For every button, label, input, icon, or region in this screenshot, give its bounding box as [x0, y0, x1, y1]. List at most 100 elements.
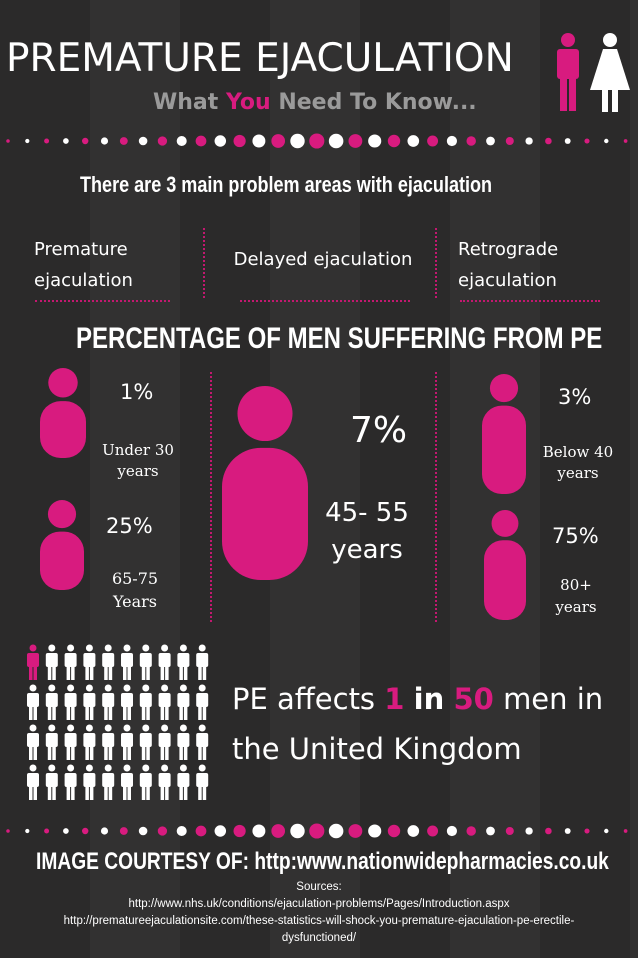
small-person: [198, 684, 206, 692]
small-person: [85, 706, 89, 720]
small-person: [123, 666, 127, 680]
small-person: [127, 746, 131, 760]
small-person: [196, 693, 209, 707]
small-person: [160, 706, 165, 720]
dot: [387, 824, 401, 838]
dot: [290, 133, 305, 149]
person-head: [47, 500, 77, 529]
sources: Sources: http://www.nhs.uk/conditions/ej…: [0, 879, 638, 947]
separator: [35, 300, 170, 302]
small-person: [165, 666, 169, 680]
small-person: [198, 764, 206, 772]
dot: [157, 136, 168, 146]
separator: [435, 228, 437, 298]
small-person: [71, 746, 75, 760]
pe-heading: PERCENTAGE OF MEN SUFFERING FROM PE: [76, 322, 603, 355]
dot: [25, 828, 30, 834]
stat-text: PE affects 1 in 50 men in the United Kin…: [232, 674, 632, 774]
small-person: [121, 733, 133, 747]
small-person: [108, 666, 113, 680]
small-person: [85, 786, 89, 800]
small-person: [33, 786, 37, 800]
small-person: [146, 746, 150, 760]
small-person: [158, 733, 171, 747]
small-person: [104, 666, 108, 680]
small-person: [33, 746, 37, 760]
dot: [623, 829, 628, 833]
small-person: [89, 746, 94, 760]
small-person: [27, 773, 39, 787]
small-person: [52, 786, 56, 800]
small-person: [71, 706, 75, 720]
small-person: [123, 706, 127, 720]
small-person: [198, 706, 202, 720]
gender-icons: [557, 33, 630, 112]
small-person: [202, 666, 207, 680]
small-person: [142, 724, 150, 732]
dot: [545, 827, 552, 835]
dot: [252, 824, 266, 838]
small-person: [89, 666, 94, 680]
dot: [328, 133, 344, 149]
small-person: [179, 644, 187, 652]
small-person: [142, 644, 150, 652]
small-person: [52, 746, 56, 760]
small-person: [83, 773, 96, 787]
age-label: 80+ years: [555, 576, 597, 616]
percent-value: 75%: [552, 524, 599, 548]
small-person: [64, 693, 77, 707]
small-person: [123, 644, 131, 652]
small-person: [177, 693, 190, 707]
subtitle-highlight: You: [225, 90, 271, 115]
small-person: [85, 684, 93, 692]
person-head: [491, 510, 519, 537]
small-person: [29, 684, 37, 692]
dot: [138, 136, 148, 146]
small-person: [179, 724, 187, 732]
dot: [233, 824, 246, 838]
small-person: [179, 746, 183, 760]
dot-divider: [6, 133, 628, 149]
dot: [328, 823, 344, 839]
dot: [486, 136, 495, 146]
small-person: [52, 706, 56, 720]
problem-item: Retrograde ejaculation: [458, 239, 559, 291]
dot: [368, 134, 382, 148]
dot: [446, 825, 458, 837]
small-person: [67, 684, 75, 692]
person-head: [48, 368, 78, 398]
small-person: [179, 666, 183, 680]
small-person: [47, 706, 52, 720]
small-person: [29, 644, 37, 652]
separator: [240, 300, 410, 302]
small-person: [104, 746, 108, 760]
problem-item: Delayed ejaculation: [233, 249, 413, 270]
small-person: [104, 724, 112, 732]
dot: [214, 825, 227, 837]
small-person: [139, 653, 152, 667]
small-person: [142, 764, 150, 772]
dot: [44, 138, 50, 144]
age-label: 45- 55 years: [325, 498, 409, 565]
dot: [348, 824, 363, 838]
stat-number: 1: [384, 682, 405, 716]
source-link[interactable]: http://prematureejaculationsite.com/thes…: [63, 915, 575, 944]
dot: [387, 134, 401, 148]
source-link[interactable]: http://www.nhs.uk/conditions/ejaculation…: [128, 898, 510, 910]
small-person: [158, 653, 171, 667]
small-person: [85, 746, 89, 760]
dot: [6, 829, 10, 833]
small-person: [48, 724, 56, 732]
small-person: [141, 786, 146, 800]
dot: [348, 134, 363, 148]
small-person: [202, 746, 207, 760]
small-person: [160, 746, 165, 760]
small-person: [146, 666, 150, 680]
sources-label: Sources:: [296, 881, 342, 893]
dot: [176, 135, 187, 147]
courtesy: IMAGE COURTESY OF: http:www.nationwideph…: [36, 848, 609, 875]
small-person: [83, 653, 96, 667]
small-person: [104, 706, 108, 720]
dot: [100, 827, 109, 835]
small-person: [196, 733, 209, 747]
